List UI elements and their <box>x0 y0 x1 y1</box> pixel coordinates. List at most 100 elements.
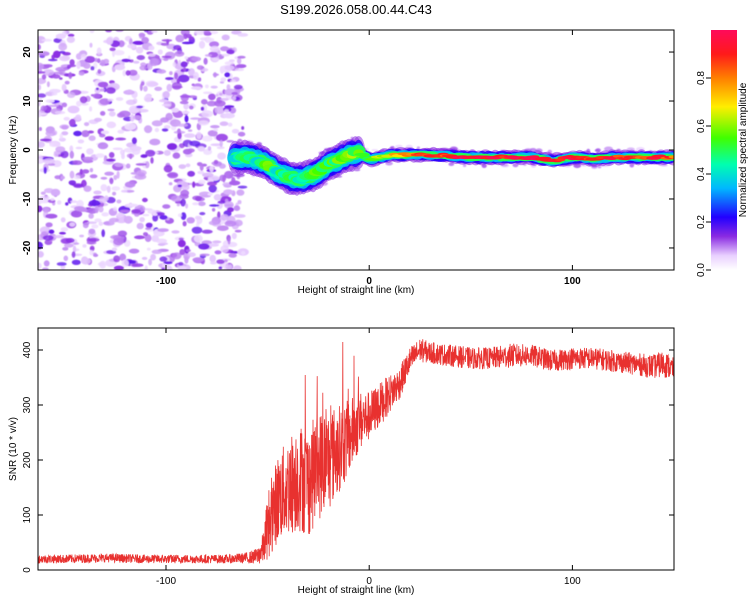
noise-blob <box>124 181 136 188</box>
noise-blob <box>100 184 108 192</box>
noise-blob <box>228 180 241 186</box>
noise-blob <box>128 69 138 76</box>
noise-blob <box>213 194 222 201</box>
noise-blob <box>42 235 54 241</box>
noise-blob <box>201 135 213 142</box>
noise-blob <box>83 62 91 69</box>
noise-blob <box>199 163 204 171</box>
noise-blob <box>212 240 222 244</box>
noise-blob <box>115 212 125 218</box>
noise-blob <box>130 114 135 122</box>
noise-blob <box>60 175 65 180</box>
noise-blob <box>57 200 62 205</box>
noise-blob <box>236 189 245 196</box>
noise-blob <box>141 36 149 44</box>
noise-blob <box>40 105 47 112</box>
noise-blob <box>237 55 246 59</box>
noise-blob <box>38 251 44 258</box>
noise-blob <box>213 159 219 165</box>
noise-blob <box>97 262 105 266</box>
noise-blob <box>215 133 228 142</box>
noise-blob <box>154 86 163 92</box>
snr-xtick-label: 100 <box>564 576 581 587</box>
noise-blob <box>214 106 225 115</box>
noise-blob <box>172 62 176 67</box>
noise-blob <box>165 77 174 81</box>
noise-blob <box>125 163 131 169</box>
noise-blob <box>198 179 206 185</box>
noise-blob <box>63 255 69 262</box>
noise-blob <box>162 204 171 209</box>
noise-blob <box>216 146 225 150</box>
noise-blob <box>117 129 125 134</box>
noise-blob <box>59 231 66 235</box>
noise-blob <box>139 65 147 71</box>
noise-blob <box>162 91 170 99</box>
noise-blob <box>42 69 55 76</box>
snr-line <box>38 339 674 565</box>
noise-blob <box>216 259 225 265</box>
noise-blob <box>192 202 199 206</box>
noise-blob <box>58 50 66 54</box>
noise-blob <box>89 245 95 252</box>
noise-blob <box>185 203 189 209</box>
noise-blob <box>224 109 229 114</box>
noise-blob <box>143 94 152 103</box>
noise-blob <box>182 221 187 227</box>
noise-blob <box>53 38 63 43</box>
noise-blob <box>106 158 116 162</box>
noise-blob <box>185 249 191 253</box>
noise-blob <box>106 37 114 45</box>
noise-blob <box>187 252 196 258</box>
noise-blob <box>226 84 231 90</box>
noise-blob <box>184 56 189 60</box>
fringe-blob <box>371 149 378 151</box>
noise-blob <box>181 110 190 115</box>
noise-blob <box>98 206 104 213</box>
noise-blob <box>106 185 111 193</box>
noise-blob <box>157 228 169 233</box>
snr-ytick-label: 200 <box>22 451 33 468</box>
noise-blob <box>69 145 74 152</box>
noise-blob <box>100 59 106 67</box>
noise-blob <box>180 189 190 197</box>
noise-blob <box>158 99 169 103</box>
noise-blob <box>74 206 86 212</box>
noise-blob <box>211 208 216 212</box>
colorbar-tick-label: 0.4 <box>696 167 707 181</box>
noise-blob <box>113 174 118 181</box>
noise-blob <box>223 112 235 119</box>
noise-blob <box>131 209 141 214</box>
noise-blob <box>48 229 55 234</box>
noise-blob <box>145 227 152 230</box>
noise-blob <box>200 106 205 111</box>
noise-blob <box>166 39 170 45</box>
noise-blob <box>79 96 88 104</box>
noise-blob <box>147 209 157 214</box>
noise-blob <box>199 253 210 257</box>
noise-blob <box>145 161 150 169</box>
noise-blob <box>144 234 152 243</box>
noise-blob <box>223 189 234 195</box>
noise-blob <box>183 67 187 72</box>
noise-blob <box>48 58 58 62</box>
noise-blob <box>160 42 170 46</box>
noise-blob <box>149 138 161 146</box>
noise-blob <box>113 255 121 263</box>
noise-blob <box>136 222 144 230</box>
noise-blob <box>180 212 187 221</box>
noise-blob <box>193 234 203 243</box>
noise-blob <box>62 30 67 38</box>
noise-blob <box>147 81 159 87</box>
noise-blob <box>232 96 237 101</box>
noise-blob <box>121 189 128 193</box>
noise-blob <box>142 197 148 203</box>
noise-blob <box>177 131 182 140</box>
noise-blob <box>94 117 102 122</box>
noise-blob <box>107 108 115 112</box>
noise-blob <box>227 122 233 127</box>
noise-blob <box>171 82 182 90</box>
noise-blob <box>126 153 135 159</box>
noise-blob <box>116 171 120 179</box>
